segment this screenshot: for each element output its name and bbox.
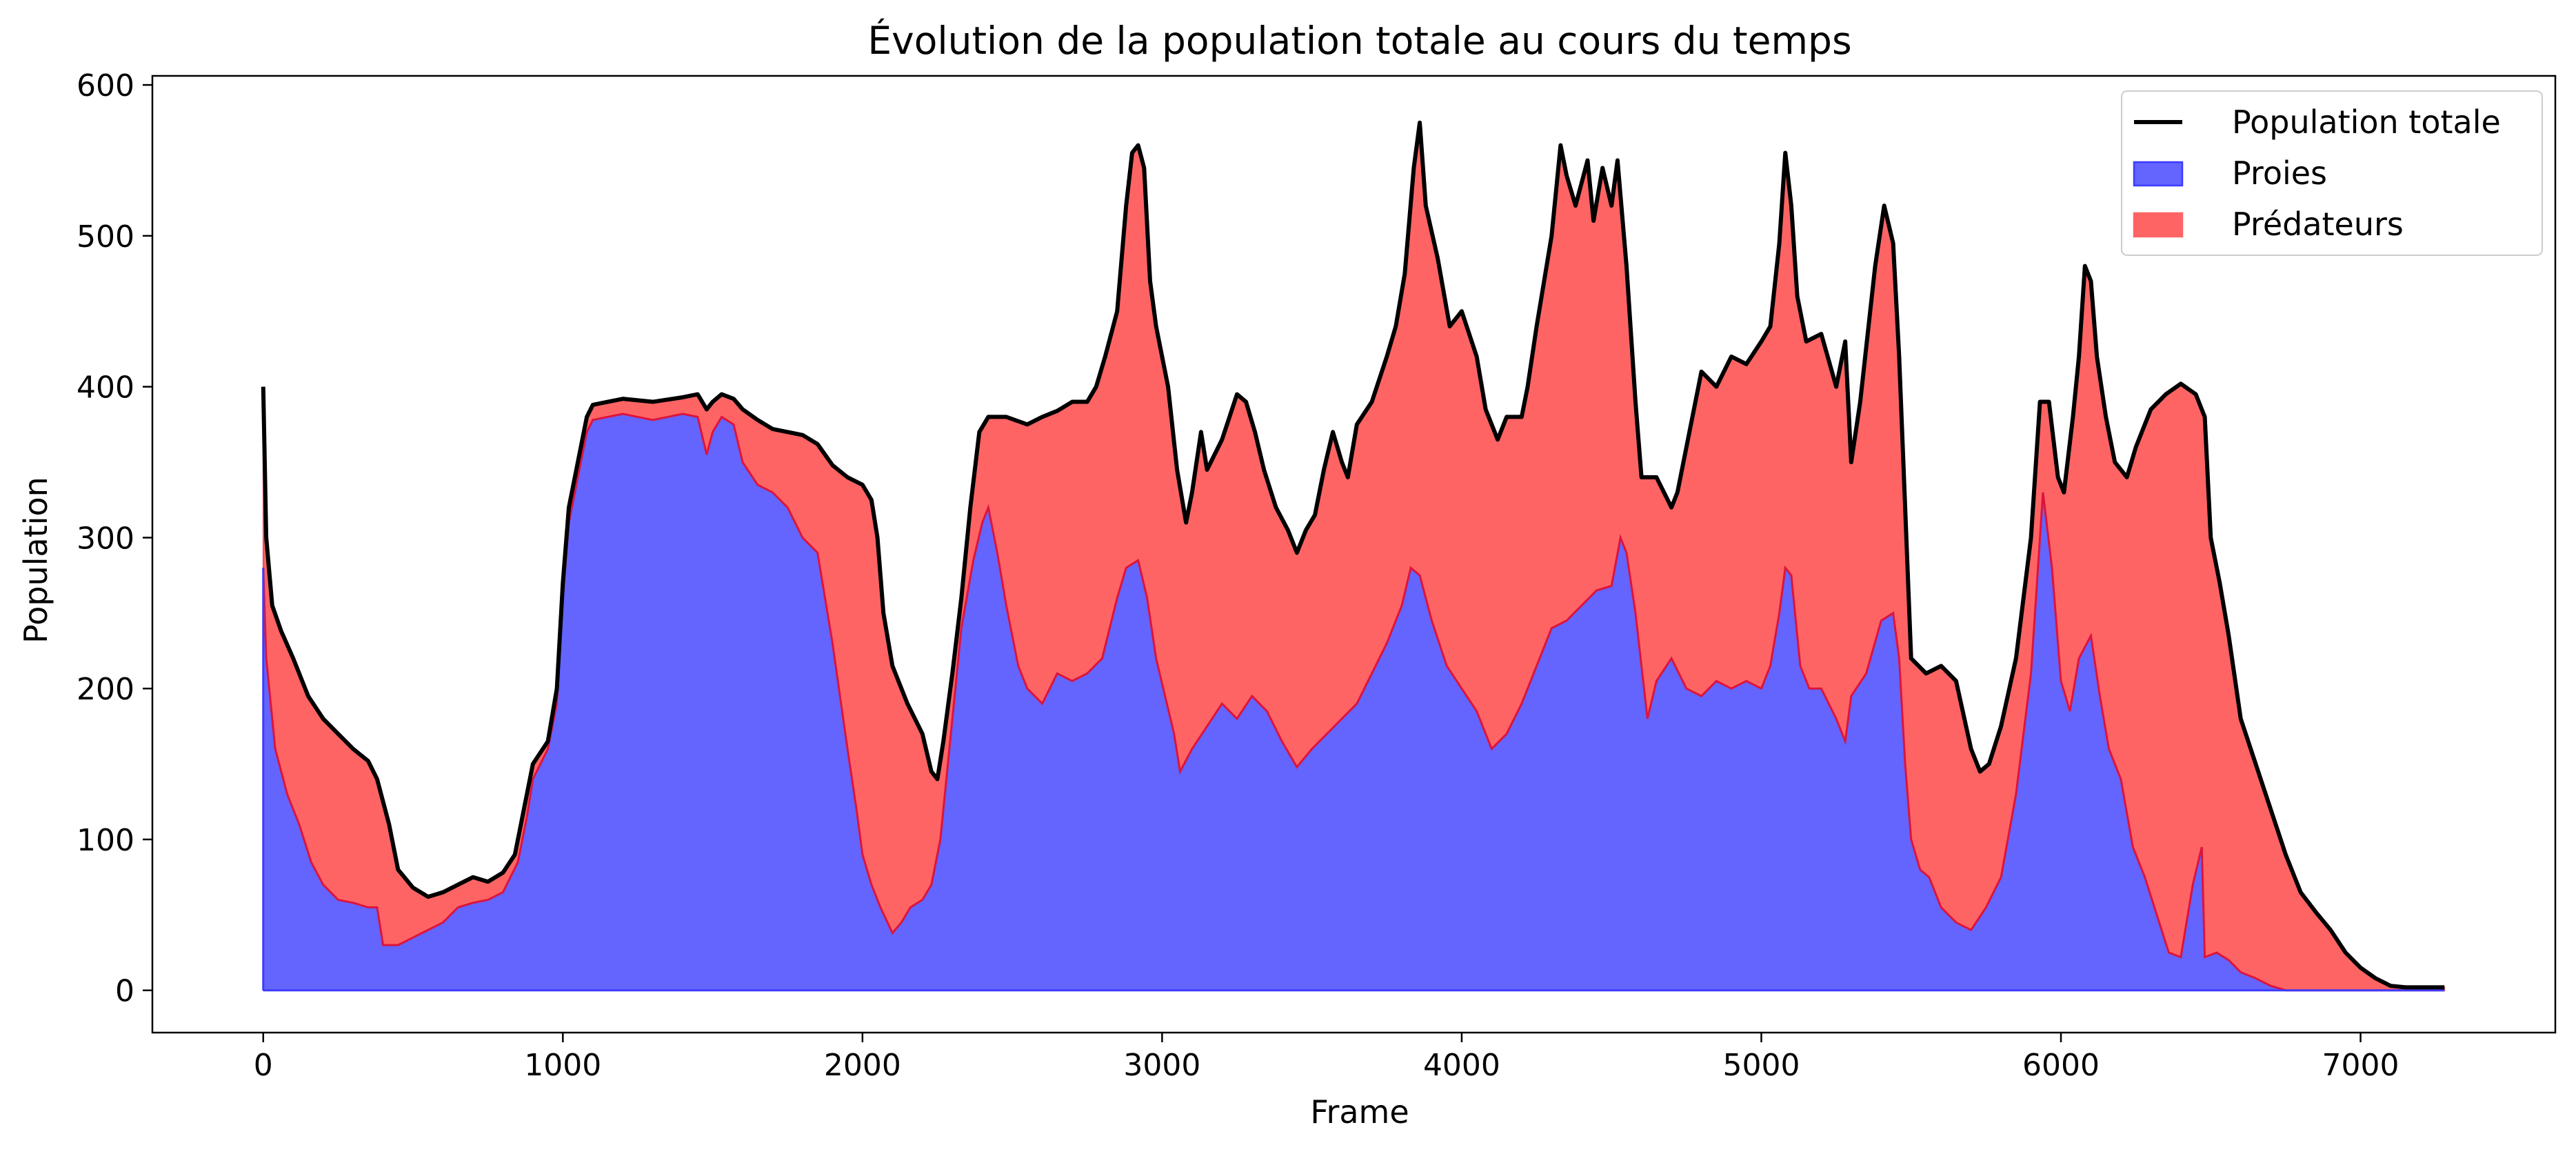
total-population-line	[261, 120, 2445, 990]
x-tick-label: 1000	[524, 1048, 601, 1083]
x-tick-label: 0	[254, 1048, 273, 1083]
x-tick-label: 6000	[2022, 1048, 2100, 1083]
legend-label: Population totale	[2232, 103, 2501, 141]
y-tick-label: 0	[115, 974, 134, 1009]
legend-label: Proies	[2232, 155, 2327, 192]
axes-layer: 0 1000 2000 3000 4000 5000 6000 7000 0 100 200 300 4…	[77, 68, 2557, 1083]
legend-box	[2121, 90, 2543, 256]
y-tick-label: 100	[77, 823, 134, 858]
prey-area	[263, 414, 2445, 991]
prey-edge-line	[262, 412, 2445, 992]
plot-frame	[151, 74, 2557, 1034]
y-tick-label: 600	[77, 68, 134, 103]
y-tick-label: 300	[77, 521, 134, 556]
legend-swatch-predators	[2133, 212, 2184, 238]
legend-label: Prédateurs	[2232, 206, 2404, 243]
legend-swatch-prey	[2133, 161, 2184, 187]
x-tick-label: 2000	[824, 1048, 901, 1083]
x-tick-label: 5000	[1722, 1048, 1800, 1083]
x-axis-label: Frame	[1310, 1093, 1409, 1131]
chart-title: Évolution de la population totale au cou…	[867, 19, 1851, 63]
y-tick-label: 500	[77, 219, 134, 255]
y-tick-label: 200	[77, 672, 134, 707]
areas-layer	[261, 120, 2446, 992]
legend: Population totale Proies Prédateurs	[2121, 90, 2543, 256]
x-tick-label: 7000	[2322, 1048, 2399, 1083]
y-tick-label: 400	[77, 370, 134, 406]
x-tick-label: 3000	[1123, 1048, 1200, 1083]
y-axis-label: Population	[17, 477, 54, 644]
x-tick-label: 4000	[1423, 1048, 1500, 1083]
